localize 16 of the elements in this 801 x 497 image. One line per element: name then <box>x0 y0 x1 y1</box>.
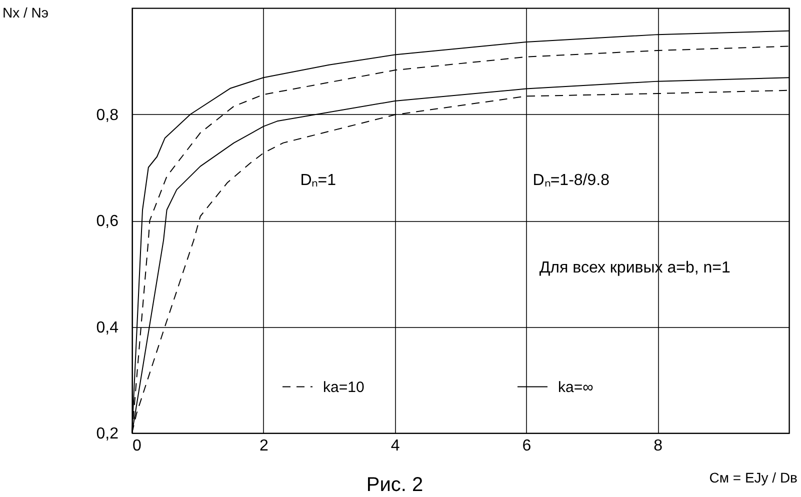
x-tick-label: 6 <box>522 438 532 454</box>
x-axis-title: Cм = EJy / Dв <box>709 470 798 486</box>
x-tick-label: 0 <box>132 438 142 454</box>
x-tick-label: 8 <box>654 438 663 454</box>
x-tick-label: 2 <box>259 438 268 454</box>
legend-label: ka=∞ <box>558 378 594 396</box>
legend-label: ka=10 <box>323 378 364 396</box>
y-tick-label: 0,4 <box>96 319 119 336</box>
annotation: Dₙ=1 <box>300 172 336 190</box>
y-tick-label: 0,8 <box>96 106 119 124</box>
text: Рис. 2 <box>366 474 424 496</box>
x-tick-label: 4 <box>390 438 400 454</box>
annotation: Dₙ=1-8/9.8 <box>532 172 610 190</box>
y-axis-title: Nx / Nэ <box>2 4 49 20</box>
y-tick-label: 0,6 <box>96 213 119 230</box>
y-tick-label: 0,2 <box>96 426 119 442</box>
